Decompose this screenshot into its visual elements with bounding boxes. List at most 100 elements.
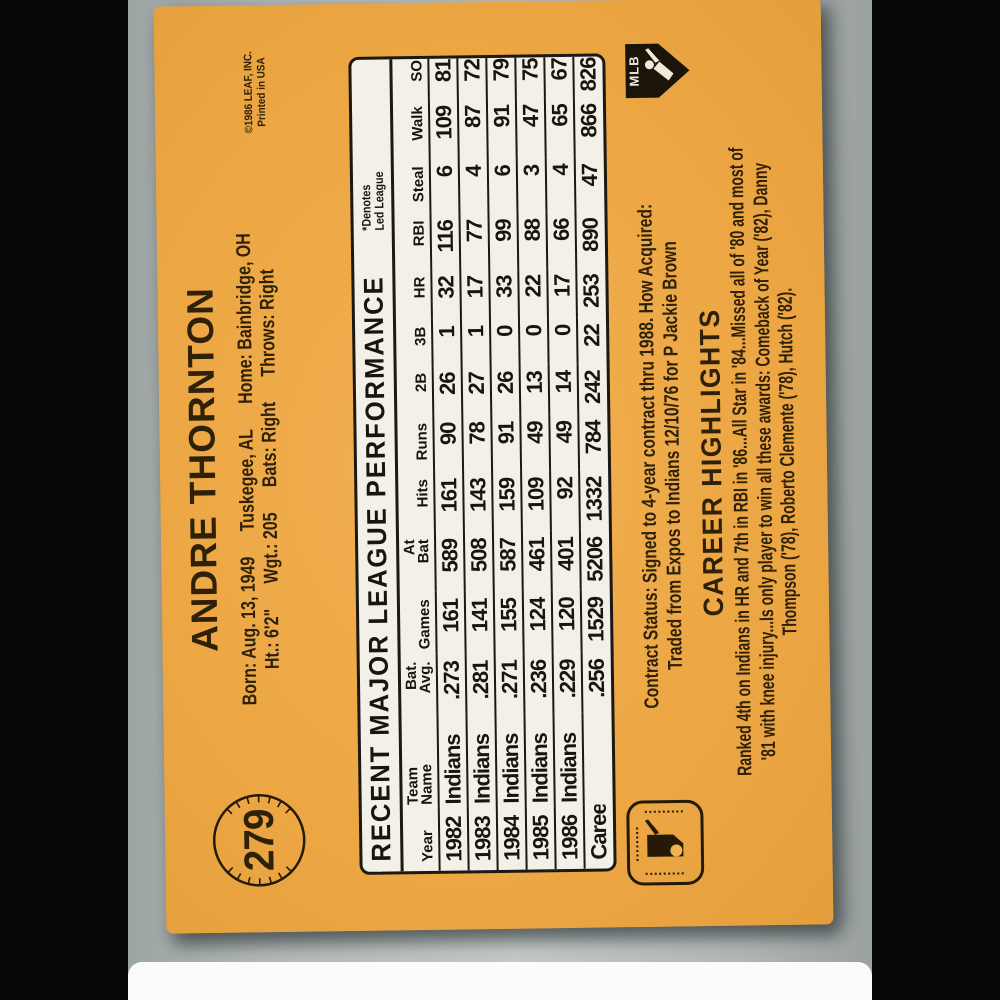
stats-cell: 155	[495, 597, 521, 633]
stats-cell: 78	[463, 421, 490, 445]
stats-cell: 1983	[469, 816, 496, 862]
copyright-line-1: ©1986 LEAF, INC.	[242, 51, 256, 134]
stats-cell: Career	[585, 804, 612, 860]
stats-cell: 0	[549, 324, 575, 337]
stats-cell: 17	[548, 274, 575, 298]
stats-cell: .271	[496, 660, 522, 700]
trading-card: 279 ANDRE THORNTON Born: Aug. 13, 1949 T…	[153, 0, 834, 934]
stats-cell: .256	[583, 658, 610, 699]
stats-cell: 120	[553, 597, 579, 632]
copyright-line-2: Printed in USA	[255, 57, 269, 128]
stats-cell: 124	[524, 597, 550, 632]
column-header: Games	[415, 599, 434, 650]
stats-cell: 27	[463, 371, 489, 395]
weight-field: Wgt.: 205	[259, 511, 283, 584]
column-header: Bat. Avg.	[402, 661, 435, 694]
stats-cell: 6	[431, 165, 457, 178]
stats-cell: 92	[551, 476, 577, 500]
stats-cell: 5206	[582, 536, 608, 582]
stats-cell: 589	[436, 538, 462, 573]
stats-cell: 33	[490, 275, 517, 299]
stats-cell: 0	[520, 324, 546, 337]
stats-cell: 90	[434, 422, 461, 446]
stats-cell: 0	[491, 325, 517, 337]
stats-cell: 17	[461, 275, 488, 299]
home-field: Home: Bainbridge, OH	[232, 232, 258, 404]
stats-cell: 4	[460, 165, 486, 178]
card-number-baseball: 279	[211, 792, 308, 889]
stats-cell: 26	[492, 371, 518, 395]
svg-text:MLB: MLB	[626, 55, 641, 86]
height-field: Ht.: 6'2"	[260, 608, 284, 669]
stats-cell: .229	[554, 659, 580, 699]
stats-cell: 159	[493, 477, 520, 512]
stats-cell: 72	[458, 59, 485, 82]
led-league-note: *Denotes Led League	[359, 171, 387, 231]
contract-line-2: Traded from Expos to Indians 12/10/76 fo…	[658, 240, 687, 671]
stats-cell: Indians	[555, 732, 582, 804]
stats-cell: 1529	[582, 596, 609, 643]
player-name: ANDRE THORNTON	[179, 286, 226, 653]
contract-status: Contract Status: Signed to 4-year contra…	[633, 109, 690, 802]
card-back-content: 279 ANDRE THORNTON Born: Aug. 13, 1949 T…	[153, 0, 834, 934]
stats-cell: 109	[430, 105, 456, 140]
stats-grid: Year Team Name Bat. Avg. Games At Bat Hits Runs 2B…	[392, 53, 614, 871]
baseball-stitches-icon	[212, 794, 306, 887]
stats-cell: .273	[438, 660, 464, 701]
stats-table-title: RECENT MAJOR LEAGUE PERFORMANCE	[358, 275, 397, 862]
stats-cell: 1	[433, 326, 459, 338]
stats-cell: 1986	[556, 814, 583, 861]
stats-cell: 66	[548, 218, 574, 242]
stats-cell: 1984	[498, 815, 525, 861]
stats-cell: 47	[576, 163, 603, 187]
stats-cell: 32	[432, 276, 459, 299]
stats-cell: 116	[432, 219, 458, 253]
stats-cell: 22	[519, 274, 546, 298]
stats-cell: 508	[465, 538, 491, 573]
column-header: RBI	[410, 220, 428, 247]
column-header: Runs	[413, 422, 431, 461]
column-header: 3B	[412, 326, 430, 347]
mlbpa-logo-icon	[626, 799, 705, 886]
stats-cell: 49	[550, 420, 577, 444]
stats-cell	[582, 712, 612, 805]
column-header: SO	[408, 59, 426, 82]
stats-cell: 242	[579, 370, 606, 405]
stats-cell: 67	[545, 57, 572, 81]
stats-cell: 75	[516, 58, 543, 82]
stats-cell: .281	[467, 660, 493, 700]
stats-cell: 109	[522, 477, 549, 512]
stats-cell: 461	[523, 537, 549, 572]
career-highlights-text: Ranked 4th on Indians in HR and 7th in R…	[724, 0, 807, 926]
stats-cell: 6	[489, 165, 515, 177]
mlb-logo-icon: MLB	[625, 43, 690, 99]
stats-cell: Indians	[468, 733, 495, 805]
stats-cell: 784	[580, 420, 606, 455]
stats-cell: 143	[464, 478, 491, 513]
stats-cell: 1982	[440, 816, 467, 862]
column-header: Steal	[409, 166, 428, 203]
highlights-line-3: Thompson ('78), Roberto Clemente ('78), …	[774, 287, 802, 636]
stats-cell: 866	[575, 103, 602, 138]
stats-cell: 890	[577, 217, 604, 253]
stats-cell: 13	[521, 371, 547, 394]
stats-table: RECENT MAJOR LEAGUE PERFORMANCE *Denotes…	[348, 53, 617, 875]
stats-cell: 4	[547, 164, 573, 176]
stats-cell: Indians	[439, 734, 466, 805]
stats-cell: 1985	[527, 815, 554, 861]
column-header: Hits	[414, 478, 432, 508]
stats-cell: 1332	[581, 476, 607, 522]
stats-cell: Indians	[526, 733, 553, 804]
stats-cell: 1	[462, 325, 488, 338]
stats-cell: 81	[429, 59, 456, 83]
stats-cell: 99	[490, 219, 516, 242]
column-header: At Bat	[401, 539, 433, 564]
stats-cell: 91	[488, 104, 514, 128]
stats-cell: 3	[518, 164, 544, 177]
stats-cell: 826	[575, 57, 601, 92]
stats-cell: 161	[435, 478, 462, 513]
throws-field: Throws: Right	[256, 268, 280, 377]
stats-cell: 91	[492, 421, 519, 445]
column-header: Walk	[408, 106, 427, 141]
